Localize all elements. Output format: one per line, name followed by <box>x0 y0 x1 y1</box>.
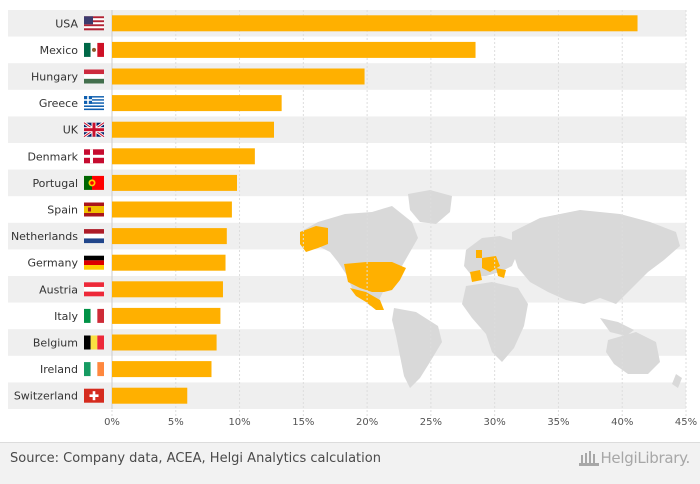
italy-flag-icon <box>84 308 104 323</box>
x-tick-label: 35% <box>547 417 569 428</box>
row-stripe <box>8 329 686 356</box>
bars <box>112 15 638 404</box>
spain-flag-icon <box>84 202 104 217</box>
category-label: Mexico <box>40 44 79 57</box>
x-tick-label: 20% <box>356 417 378 428</box>
category-label: Hungary <box>31 71 78 84</box>
x-tick-label: 10% <box>228 417 250 428</box>
category-label: Ireland <box>40 363 78 376</box>
uk-flag-icon <box>83 121 105 138</box>
footer: Source: Company data, ACEA, Helgi Analyt… <box>0 442 700 484</box>
netherlands-flag-icon <box>84 229 104 244</box>
austria-flag-icon <box>84 282 104 297</box>
bar[interactable] <box>112 228 227 245</box>
library-building-icon <box>579 451 600 466</box>
category-label: Italy <box>54 310 78 323</box>
helgi-library-logo[interactable]: HelgiLibrary. <box>578 449 690 467</box>
bar[interactable] <box>112 361 212 378</box>
row-stripe <box>8 382 686 409</box>
x-tick-label: 30% <box>484 417 506 428</box>
bar[interactable] <box>112 281 223 298</box>
category-label: Germany <box>27 257 78 270</box>
denmark-flag-icon <box>84 149 104 164</box>
category-label: Portugal <box>32 177 78 190</box>
bar[interactable] <box>112 148 255 165</box>
switzerland-flag-icon <box>84 388 104 403</box>
hungary-flag-icon <box>84 69 104 84</box>
bar[interactable] <box>112 201 232 218</box>
category-label: Greece <box>39 97 78 110</box>
ireland-flag-icon <box>84 362 104 377</box>
category-label: Netherlands <box>11 230 78 243</box>
flag-icons <box>83 16 105 403</box>
bar[interactable] <box>112 387 188 404</box>
bar[interactable] <box>112 254 226 271</box>
greece-flag-icon <box>84 96 104 111</box>
logo-text: HelgiLibrary. <box>600 449 690 467</box>
x-tick-label: 45% <box>675 417 697 428</box>
bar[interactable] <box>112 95 282 112</box>
world-map-icon <box>300 190 682 388</box>
category-label: Belgium <box>33 337 78 350</box>
bar[interactable] <box>112 15 638 32</box>
belgium-flag-icon <box>84 335 104 350</box>
bar[interactable] <box>112 174 238 191</box>
row-stripe <box>8 169 686 197</box>
category-label: Spain <box>47 204 78 217</box>
bar[interactable] <box>112 41 476 58</box>
bar[interactable] <box>112 334 217 351</box>
x-axis-tick-labels: 0% 5% 10% 15% 20% 25% 30% 35% 40% 45% <box>104 417 697 428</box>
category-label: USA <box>55 17 78 30</box>
bar[interactable] <box>112 68 365 85</box>
bar[interactable] <box>112 121 274 138</box>
x-tick-label: 40% <box>611 417 633 428</box>
category-label: Austria <box>39 283 78 296</box>
bar[interactable] <box>112 307 221 324</box>
row-stripe <box>8 116 686 143</box>
x-tick-label: 15% <box>292 417 314 428</box>
x-tick-label: 25% <box>420 417 442 428</box>
category-label: UK <box>63 124 79 137</box>
source-note: Source: Company data, ACEA, Helgi Analyt… <box>10 451 381 466</box>
mexico-flag-icon <box>84 42 104 57</box>
bar-chart: USA Mexico Hungary Greece UK Denmark Portugal S… <box>8 10 697 428</box>
category-label: Switzerland <box>14 390 78 403</box>
x-tick-label: 0% <box>104 417 120 428</box>
category-label: Denmark <box>27 150 78 163</box>
x-tick-label: 5% <box>168 417 184 428</box>
category-labels: USA Mexico Hungary Greece UK Denmark Portugal S… <box>11 17 79 402</box>
germany-flag-icon <box>84 255 104 270</box>
us-flag-icon <box>84 16 104 31</box>
portugal-flag-icon <box>84 175 104 190</box>
